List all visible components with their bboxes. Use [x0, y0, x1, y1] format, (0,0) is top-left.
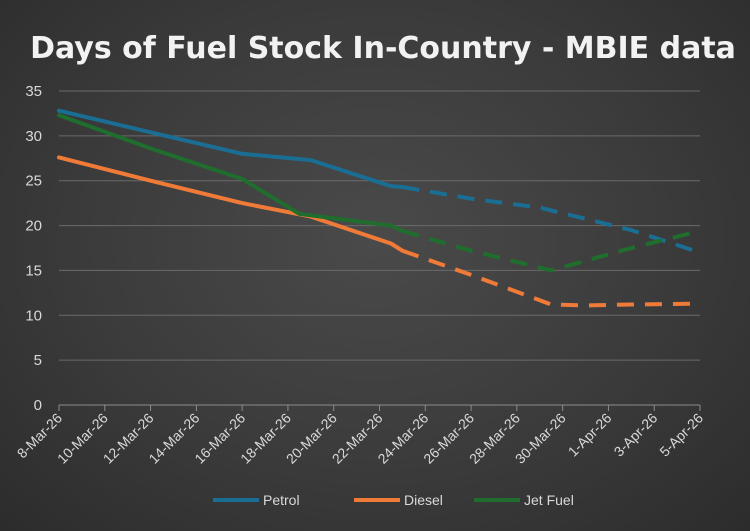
axes: 051015202530358-Mar-2610-Mar-2612-Mar-26… [14, 83, 707, 467]
y-tick-label: 15 [25, 262, 42, 279]
x-tick-label: 30-Mar-26 [512, 410, 569, 467]
petrol-legend-label: Petrol [263, 492, 300, 508]
series-lines [57, 108, 701, 308]
y-tick-label: 30 [25, 128, 42, 145]
jet-fuel-projected-line [401, 229, 701, 273]
diesel-actual-line [57, 155, 405, 253]
x-tick-label: 3-Apr-26 [611, 410, 661, 460]
petrol-projected-line [402, 185, 701, 255]
y-tick-label: 10 [25, 307, 42, 324]
x-tick-label: 5-Apr-26 [656, 410, 706, 460]
jet-fuel-legend-label: Jet Fuel [524, 492, 574, 508]
legend: Petrol Diesel Jet Fuel [213, 492, 574, 508]
jet-fuel-actual-line [57, 113, 405, 233]
y-tick-label: 25 [25, 173, 42, 190]
y-tick-label: 20 [25, 218, 42, 235]
y-tick-label: 0 [34, 397, 42, 414]
diesel-projected-line [401, 248, 701, 308]
x-tick-label: 1-Apr-26 [565, 410, 615, 460]
diesel-legend-label: Diesel [404, 492, 443, 508]
chart-title: Days of Fuel Stock In-Country - MBIE dat… [30, 31, 736, 66]
y-tick-label: 5 [34, 352, 42, 369]
y-tick-label: 35 [25, 83, 42, 100]
petrol-actual-line [57, 108, 405, 189]
